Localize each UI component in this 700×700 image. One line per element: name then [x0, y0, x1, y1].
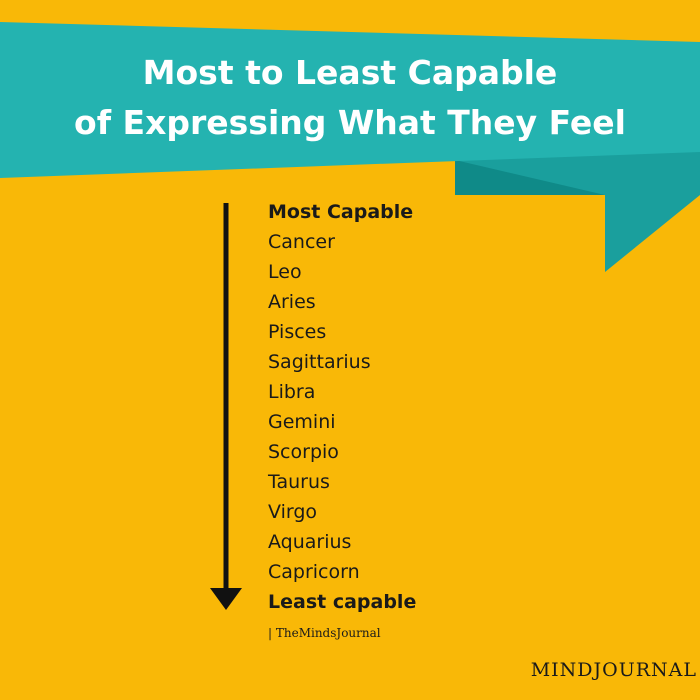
sign-list: Cancer Leo Aries Pisces Sagittarius Libra Gemi… [267, 231, 371, 583]
sign-item: Gemini [268, 411, 336, 433]
arrow-head [210, 588, 242, 610]
sign-item: Capricorn [268, 561, 360, 583]
title-line: of Expressing What They Feel [74, 103, 626, 142]
logo: MINDJOURNAL [531, 659, 697, 681]
title-line: Most to Least Capable [143, 53, 558, 92]
credit: | TheMindsJournal [268, 626, 381, 640]
sign-item: Aquarius [268, 531, 351, 553]
sign-item: Pisces [268, 321, 326, 343]
sign-item: Taurus [267, 471, 330, 493]
ribbon-shadow [455, 160, 605, 195]
sign-item: Cancer [268, 231, 335, 253]
sign-item: Sagittarius [268, 351, 371, 373]
sign-item: Virgo [268, 501, 317, 523]
sign-item: Libra [268, 381, 315, 403]
title-banner [0, 22, 700, 178]
sign-item: Leo [268, 261, 302, 283]
bottom-label: Least capable [268, 591, 416, 613]
top-label: Most Capable [268, 201, 413, 223]
sign-item: Scorpio [268, 441, 339, 463]
sign-item: Aries [268, 291, 316, 313]
